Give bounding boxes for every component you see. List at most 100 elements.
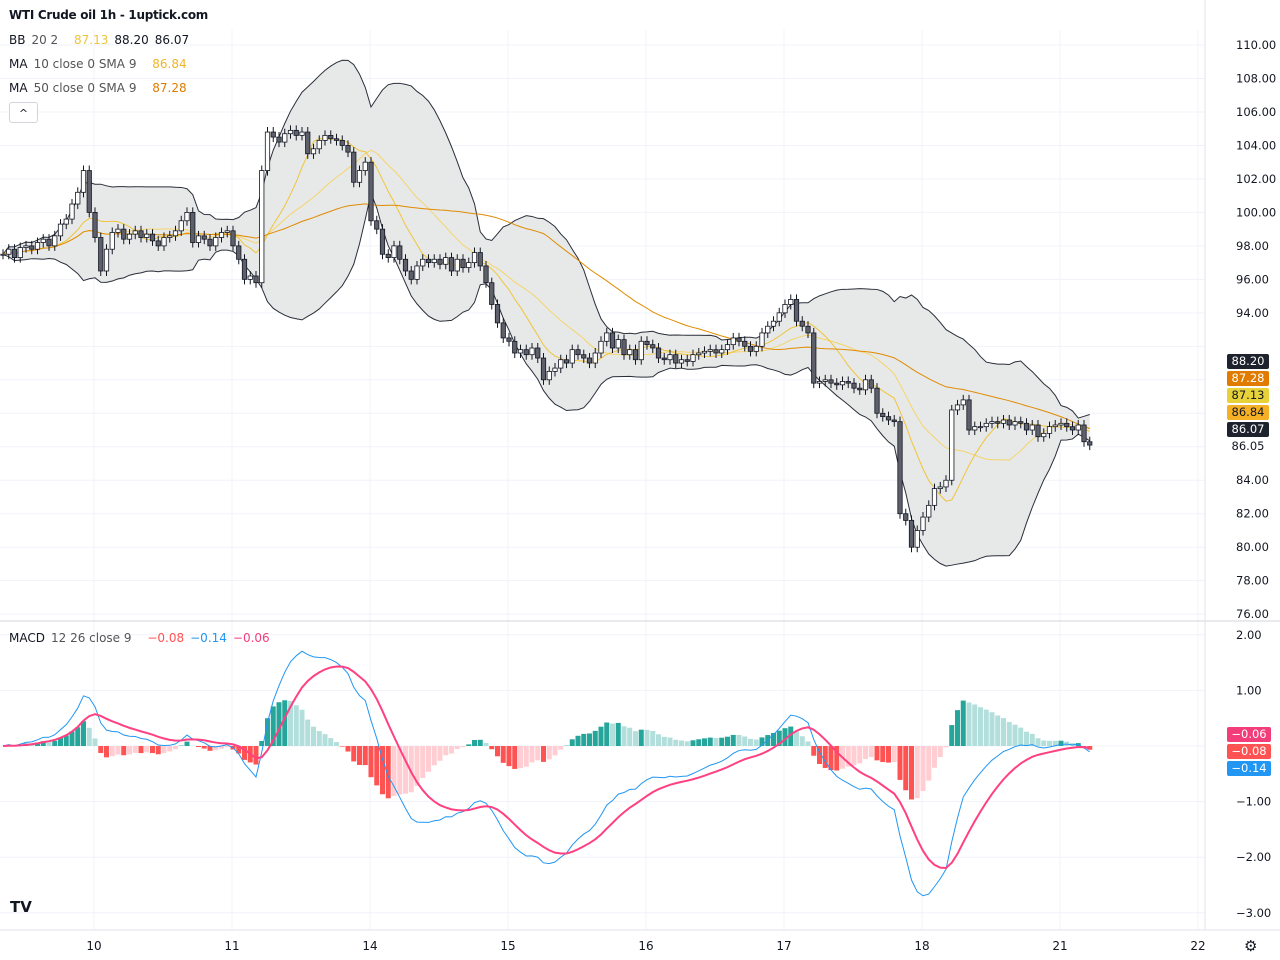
candle-body [466,262,472,269]
candle [523,344,529,360]
candle-body [724,344,731,351]
macd-histogram-bar [851,746,857,766]
candle [224,225,230,238]
candle [374,215,380,235]
legend-ma10[interactable]: MA 10 close 0 SMA 9 86.84 [9,57,193,71]
candle-body [408,270,414,280]
legend-macd[interactable]: MACD 12 26 close 9 −0.08 −0.14 −0.06 [9,631,276,645]
legend-bb[interactable]: BB 20 2 87.13 88.20 86.07 [9,33,195,47]
candle-body [546,371,552,381]
macd-histogram-bar [408,746,414,793]
macd-histogram-bar [615,722,621,746]
candle-body [264,131,271,171]
candle [776,307,782,327]
macd-histogram-bar [495,746,500,757]
candle-body [908,520,915,548]
candle [983,418,989,432]
candle [690,349,696,367]
macd-histogram-bar [161,746,167,753]
macd-histogram-bar [426,746,431,772]
candle [724,339,731,355]
candle [742,336,748,352]
candle-body [57,223,64,237]
time-axis-label: 15 [500,939,515,953]
candle [1012,416,1018,431]
macd-histogram-bar [702,738,707,746]
candle [885,411,892,425]
candle-body [431,258,437,264]
candle [834,378,840,390]
candle-body [839,381,846,386]
candle-body [931,488,938,506]
legend-ma50[interactable]: MA 50 close 0 SMA 9 87.28 [9,81,193,95]
macd-histogram-bar [604,722,610,746]
candle-body [523,349,529,356]
candle-body [581,354,587,359]
candle [552,363,558,377]
candle [397,240,403,265]
candle-body [207,238,213,247]
macd-histogram-bar [937,746,943,758]
macd-histogram-bar [552,746,558,756]
candle [839,376,846,390]
candle-body [540,357,547,381]
candle-body [736,337,742,342]
legend-macd-hist: −0.08 [147,631,185,645]
price-axis-label: 96.00 [1236,272,1269,286]
candle [920,512,926,536]
macd-histogram-bar [696,739,702,746]
candle-body [615,339,621,349]
tradingview-logo[interactable]: TV [10,898,32,916]
candle-body [690,354,696,362]
candle-body [339,140,345,146]
candle [1018,416,1024,429]
candle-body [667,354,673,361]
candle-body [799,320,805,327]
macd-histogram-bar [1001,718,1006,746]
macd-histogram-bar [339,746,345,747]
macd-histogram-bar [391,746,397,796]
candle-body [103,248,110,272]
candle-body [1069,426,1076,431]
macd-histogram-bar [334,742,339,746]
macd-histogram-bar [288,700,293,746]
macd-histogram-bar [420,746,426,779]
candle-body [673,354,679,364]
candle-body [374,220,380,230]
candle-body [632,349,639,361]
candle-body [696,352,702,356]
macd-histogram-bar [1006,721,1012,746]
collapse-legend-button[interactable]: ^ [9,102,38,123]
legend-bb-upper: 88.20 [114,33,149,47]
macd-histogram-bar [201,746,207,749]
candle [1064,418,1070,432]
candle [851,378,857,394]
legend-ma10-value: 86.84 [152,57,187,71]
candle [615,334,621,354]
legend-bb-basis: 87.13 [74,33,109,47]
macd-histogram-bar [748,738,753,746]
candle [362,157,368,176]
candle [201,230,207,245]
candle-body [989,421,995,424]
macd-histogram-bar [270,706,276,746]
candle [897,416,903,519]
candle [121,224,127,245]
candle [172,225,179,241]
candle-body [627,349,633,356]
candle [471,247,478,268]
gear-icon[interactable]: ⚙ [1244,937,1258,955]
candle [592,347,598,369]
candle-body [293,129,299,136]
candle [52,230,58,251]
macd-histogram-bar [322,734,328,746]
candle-body [454,258,460,272]
candle-body [144,233,150,238]
candle [247,270,253,285]
candle-body [443,257,449,265]
macd-histogram-bar [805,741,811,746]
candle [86,165,92,218]
macd-histogram-bar [282,700,288,746]
candle [822,374,828,387]
